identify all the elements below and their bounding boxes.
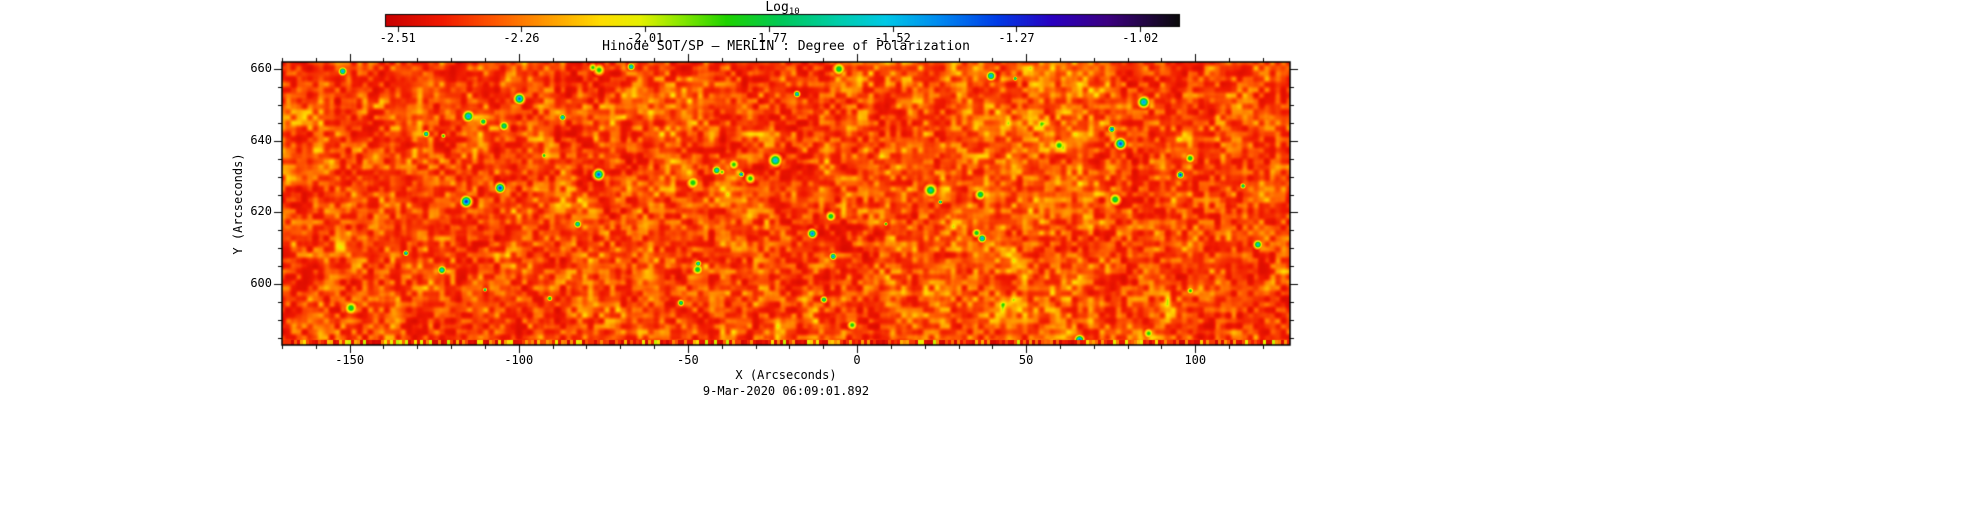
- colorbar-tick-label: -1.02: [1122, 31, 1159, 45]
- x-tick-label: -50: [677, 353, 699, 367]
- heatmap-canvas: [268, 48, 1304, 359]
- colorbar-tick-label: -1.52: [874, 31, 911, 45]
- colorbar-tick-label: -2.51: [379, 31, 416, 45]
- x-tick-label: 0: [853, 353, 861, 367]
- timestamp: 9-Mar-2020 06:09:01.892: [702, 384, 870, 398]
- colorbar-tick-label: -2.26: [503, 31, 540, 45]
- colorbar-label-subscript: 10: [788, 7, 800, 17]
- x-tick-label: -150: [335, 353, 365, 367]
- y-tick-label: 660: [250, 61, 272, 76]
- y-tick-label: 640: [250, 132, 272, 147]
- x-axis-label: X (Arcseconds): [735, 368, 837, 382]
- x-tick-label: 50: [1018, 353, 1034, 367]
- x-tick-label: 100: [1184, 353, 1207, 367]
- colorbar-label: Log: [765, 0, 789, 15]
- x-tick-label: -100: [504, 353, 534, 367]
- y-tick-label: 600: [250, 276, 272, 291]
- colorbar-tick-label: -2.01: [627, 31, 664, 45]
- colorbar-title: Log10: [383, 0, 1182, 17]
- colorbar: [383, 13, 1182, 35]
- colorbar-tick-label: -1.27: [998, 31, 1035, 45]
- y-tick-label: 620: [250, 204, 272, 219]
- colorbar-tick-label: -1.77: [750, 31, 788, 45]
